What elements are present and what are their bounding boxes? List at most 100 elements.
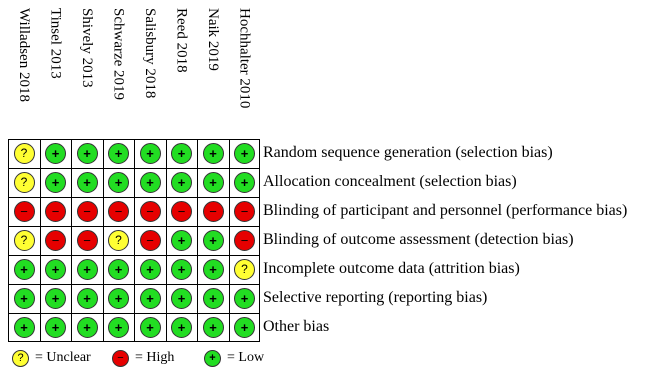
risk-low-icon: + [234,143,255,164]
study-label-text: Salisbury 2018 [142,8,158,99]
risk-high-icon: − [13,201,35,222]
rating-cell: − [135,226,166,255]
legend-label: = Unclear [35,350,91,365]
rating-cell: + [72,168,103,197]
rating-cell: + [9,255,40,284]
risk-low-icon: + [108,288,129,309]
study-label: Schwarze 2019 [103,8,134,132]
rating-cell: + [166,168,197,197]
grid-row-divider [9,255,259,256]
risk-low-icon: + [171,259,192,280]
risk-high-icon: − [45,230,66,251]
grid-row-divider [9,168,259,169]
rating-cell: + [135,255,166,284]
domain-label: Selective reporting (reporting bias) [263,289,488,306]
risk-low-icon: + [108,143,129,164]
risk-low-icon: + [139,143,161,164]
rating-cell: + [135,313,166,342]
risk-low-icon: + [45,288,66,309]
rating-cell: ? [229,255,260,284]
risk-high-icon: − [139,230,161,251]
risk-low-icon: + [76,259,98,280]
risk-high-icon: − [234,230,255,251]
risk-low-icon: + [204,349,221,367]
grid-column-divider [197,140,198,341]
risk-unclear-icon: ? [108,230,129,251]
risk-low-icon: + [234,317,255,338]
risk-unclear-icon: ? [13,230,35,251]
rating-cell: + [135,139,166,168]
risk-high-icon: − [112,349,129,367]
domain-label: Incomplete outcome data (attrition bias) [263,260,520,277]
risk-high-icon: − [139,201,161,222]
risk-unclear-icon: ? [234,259,255,280]
risk-low-icon: + [45,259,66,280]
rating-cell: + [9,284,40,313]
grid-column-divider [165,140,167,341]
risk-high-icon: − [171,201,192,222]
legend: ? = Unclear − = High + = Low [8,348,408,368]
risk-low-icon: + [13,259,35,280]
rating-cell: + [103,168,134,197]
rating-cell: − [198,197,229,226]
rating-cell: − [229,226,260,255]
rating-cell: + [40,313,71,342]
risk-low-icon: + [234,288,255,309]
rating-cell: + [72,139,103,168]
rating-cell: − [135,197,166,226]
risk-high-icon: − [108,201,129,222]
risk-low-icon: + [139,259,161,280]
rating-cell: ? [103,226,134,255]
risk-unclear-icon: ? [13,143,35,164]
risk-low-icon: + [13,288,35,309]
rating-cell: + [40,255,71,284]
risk-low-icon: + [139,317,161,338]
rating-cell: + [72,313,103,342]
risk-low-icon: + [202,143,224,164]
legend-label: = Low [227,350,265,365]
rating-cell: − [72,197,103,226]
rating-cell: ? [9,139,40,168]
risk-low-icon: + [234,172,255,193]
rating-cell: + [9,313,40,342]
rating-cell: + [229,139,260,168]
domain-label: Blinding of participant and personnel (p… [263,202,628,219]
risk-low-icon: + [45,317,66,338]
rating-cell: − [72,226,103,255]
rating-cell: − [9,197,40,226]
study-label-text: Reed 2018 [173,8,190,73]
study-label: Hochhalter 2010 [229,8,260,132]
rating-cell: − [166,197,197,226]
study-label-text: Tinsel 2013 [47,8,64,79]
rating-cell: + [198,255,229,284]
risk-low-icon: + [76,143,98,164]
rating-cell: + [198,139,229,168]
rating-cell: + [166,284,197,313]
domain-label: Blinding of outcome assessment (detectio… [263,231,574,248]
rating-cell: + [166,139,197,168]
study-label: Naik 2019 [197,8,228,132]
rating-grid: ? + + + + + + +? + + + + + + + − − − − − − − −? − −? − + + − + + + + + + +?… [8,139,260,342]
risk-low-icon: + [171,143,192,164]
rating-cell: + [40,284,71,313]
risk-unclear-icon: ? [12,349,29,367]
grid-row-divider [9,226,259,227]
grid-column-divider [102,140,104,341]
grid-column-divider [39,140,41,341]
rating-cell: ? [9,168,40,197]
rating-cell: + [198,313,229,342]
rating-cell: + [103,255,134,284]
risk-low-icon: + [76,172,98,193]
rating-cell: + [229,168,260,197]
rating-cell: + [40,168,71,197]
rating-cell: + [166,226,197,255]
grid-column-divider [134,140,135,341]
rating-cell: + [103,139,134,168]
rating-cell: ? [9,226,40,255]
grid-row-divider [9,284,259,285]
rating-cell: + [198,226,229,255]
rating-cell: + [103,313,134,342]
grid-row-divider [9,197,259,198]
risk-low-icon: + [76,288,98,309]
risk-high-icon: − [45,201,66,222]
